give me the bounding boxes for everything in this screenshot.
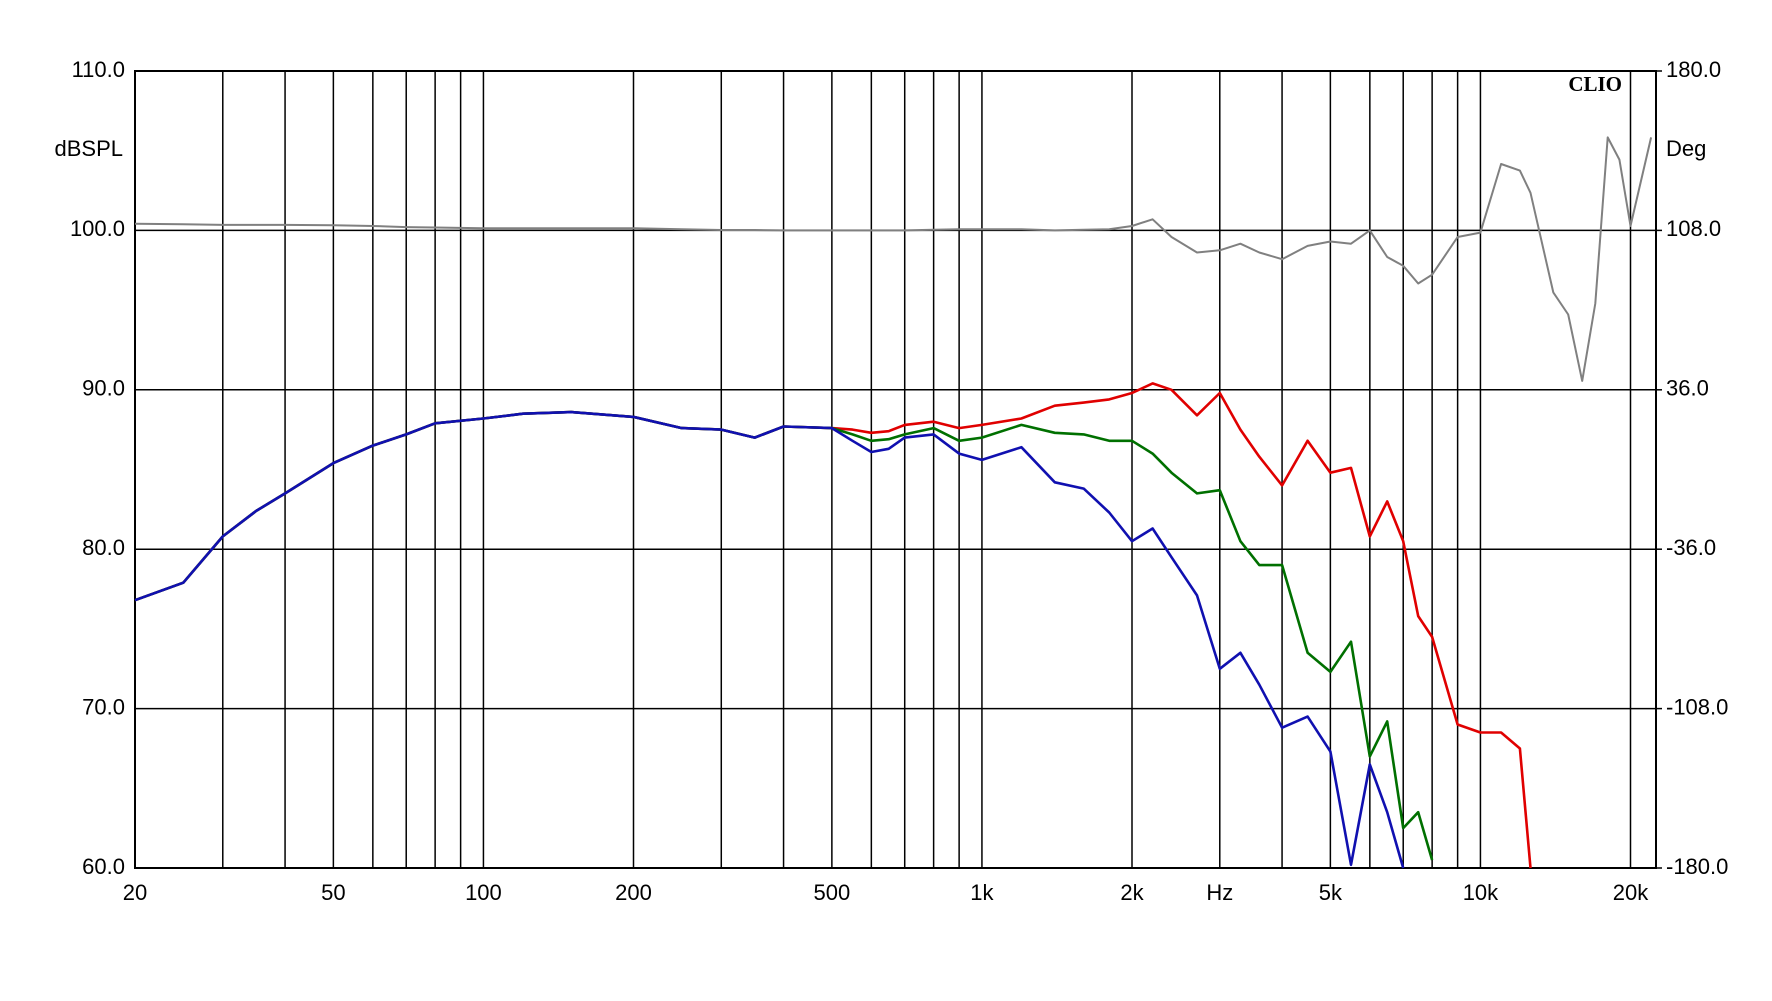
x-tick-label: 1k	[970, 880, 994, 905]
y2-tick-label: -180.0	[1666, 854, 1728, 879]
series-line	[134, 410, 1405, 869]
y-tick-label: 110.0	[72, 57, 125, 82]
x-tick-label: Hz	[1206, 880, 1233, 905]
x-tick-label: 500	[814, 880, 851, 905]
y2-tick-label: -36.0	[1666, 535, 1716, 560]
y-axis-label: dBSPL	[55, 136, 124, 161]
x-tick-label: 20	[123, 880, 147, 905]
y2-tick-label: -108.0	[1666, 694, 1728, 719]
annotation: CLIO	[1568, 72, 1622, 96]
y-tick-label: 90.0	[82, 376, 125, 401]
x-tick-label: 100	[465, 880, 502, 905]
y-tick-label: 70.0	[82, 694, 125, 719]
x-tick-label: 5k	[1319, 880, 1343, 905]
y-tick-label: 60.0	[82, 854, 125, 879]
x-tick-label: 20k	[1613, 880, 1649, 905]
x-tick-label: 50	[321, 880, 345, 905]
plot-frame	[134, 70, 1657, 869]
x-tick-label: 10k	[1463, 880, 1499, 905]
x-tick-label: 200	[615, 880, 652, 905]
y-tick-label: 100.0	[70, 216, 125, 241]
y2-tick-label: 180.0	[1666, 57, 1721, 82]
y2-tick-label: 108.0	[1666, 216, 1721, 241]
series-line	[134, 136, 1653, 382]
series-line	[134, 382, 1532, 869]
y2-axis-label: Deg	[1666, 136, 1706, 161]
y-tick-label: 80.0	[82, 535, 125, 560]
y2-tick-label: 36.0	[1666, 376, 1709, 401]
x-tick-label: 2k	[1120, 880, 1144, 905]
